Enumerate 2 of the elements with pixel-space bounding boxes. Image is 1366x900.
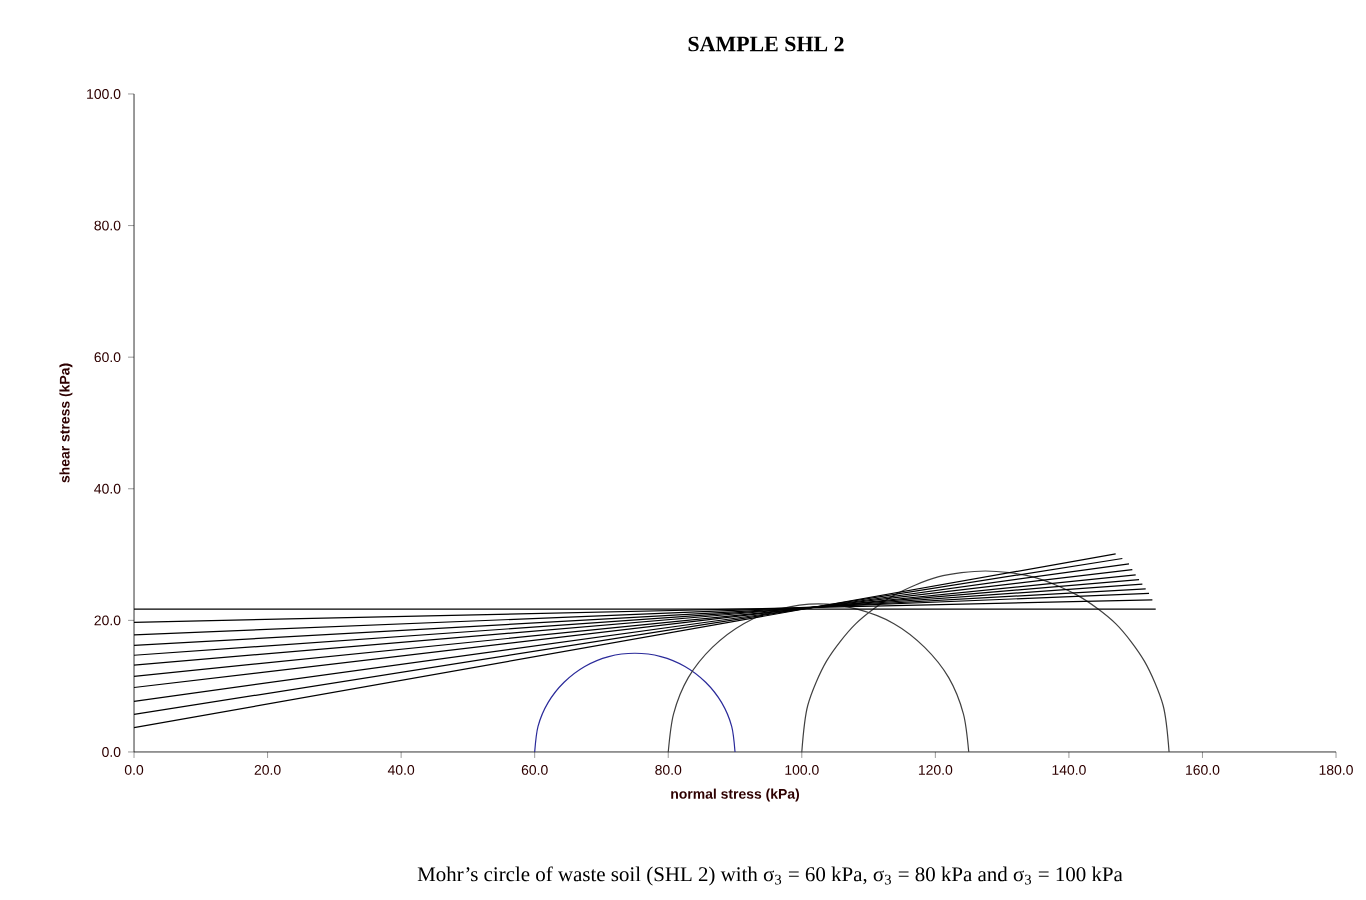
- chart-title: SAMPLE SHL 2: [688, 36, 844, 52]
- text: Mohr’s circle of waste soil (SHL 2) with σ$_{3}$ = 60 kPa, σ$_{3}$ = 80 kPa and σ$_{3}$ = 100 kPa: [417, 866, 1123, 886]
